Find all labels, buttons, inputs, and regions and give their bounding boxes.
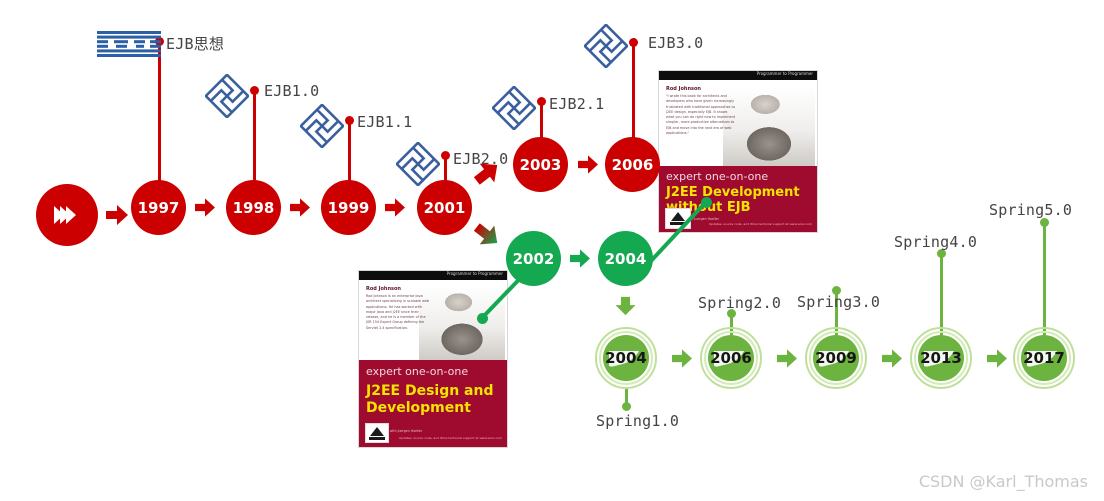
label-spring2-0: Spring2.0 — [698, 294, 782, 312]
book-photo-area: Rod Johnson Rod Johnson is an enterprise… — [359, 280, 507, 360]
connector-endpoint-dot — [477, 313, 488, 324]
node-1999-year: 1999 — [327, 198, 370, 217]
double-chevron-icon — [54, 206, 76, 224]
arrow-2004-to-spring-timeline — [615, 296, 636, 316]
book-subtitle: A Rod Johnson with Juergen Hoeller — [366, 429, 423, 433]
node-1998: 1998 — [226, 180, 281, 235]
spring-node-2013-year: 2013 — [920, 349, 962, 367]
spring-node-2004-year: 2004 — [605, 349, 647, 367]
start-marker — [36, 184, 98, 246]
label-ejb2-0: EJB2.0 — [453, 150, 509, 168]
sun-logo — [394, 140, 442, 188]
book-footer: Updates, source code, and Wrox technical… — [708, 222, 812, 226]
node-2001: 2001 — [417, 180, 472, 235]
book-header-text: Programmer to Programmer — [756, 71, 813, 76]
label-spring1-0: Spring1.0 — [596, 412, 680, 430]
csdn-watermark: CSDN @Karl_Thomas — [918, 472, 1088, 491]
ibm-logo — [97, 31, 161, 57]
label-ejb-concept: EJB思想 — [166, 35, 225, 53]
sun-logo — [203, 72, 251, 120]
node-2004-origin: 2004 — [598, 231, 653, 286]
node-2003-year: 2003 — [519, 155, 562, 174]
book-cover-j2ee-development-without-ejb: Programmer to Programmer Rod Johnson "I … — [658, 70, 818, 233]
spring-node-2004: 2004 — [595, 327, 657, 389]
label-spring4-0: Spring4.0 — [894, 233, 978, 251]
sun-logo — [298, 102, 346, 150]
node-2003: 2003 — [513, 137, 568, 192]
node-2002-year: 2002 — [512, 249, 555, 268]
book-cover-j2ee-design-and-development: Programmer to Programmer Rod Johnson Rod… — [358, 270, 508, 448]
arrow-1998-to-1999 — [290, 198, 310, 217]
book-author: Rod Johnson — [366, 286, 401, 292]
arrow-spring-2004-to-2006 — [672, 349, 692, 368]
label-spring5-0: Spring5.0 — [989, 201, 1073, 219]
book-author: Rod Johnson — [666, 86, 701, 92]
book-blurb: Rod Johnson is an enterprise Java archit… — [366, 294, 430, 330]
node-2002: 2002 — [506, 231, 561, 286]
node-2001-year: 2001 — [423, 198, 466, 217]
node-1997: 1997 — [131, 180, 186, 235]
book-header-text: Programmer to Programmer — [446, 271, 503, 276]
label-spring3-0: Spring3.0 — [797, 293, 881, 311]
arrow-spring-2013-to-2017 — [987, 349, 1007, 368]
book-blurb: "I wrote this book for architects and de… — [666, 94, 736, 135]
book-title: J2EE Design and Development — [366, 383, 494, 416]
arrow-2002-to-2004 — [570, 249, 590, 268]
node-1999: 1999 — [321, 180, 376, 235]
spring-node-2017-year: 2017 — [1023, 349, 1065, 367]
arrow-spring-2006-to-2009 — [777, 349, 797, 368]
arrow-2001-to-2003 — [473, 160, 500, 186]
wrox-triangle-icon — [370, 426, 384, 436]
wrox-logo — [365, 423, 389, 443]
arrow-spring-2009-to-2013 — [882, 349, 902, 368]
sun-logo — [490, 84, 538, 132]
wrox-bar-icon — [369, 436, 385, 440]
node-2004-origin-year: 2004 — [604, 249, 647, 268]
author-portrait — [723, 86, 815, 166]
label-ejb1-1: EJB1.1 — [357, 113, 413, 131]
book-photo-area: Rod Johnson "I wrote this book for archi… — [659, 80, 817, 166]
arrow-start-to-1997 — [106, 205, 128, 225]
author-portrait — [419, 286, 505, 360]
sun-logo — [582, 22, 630, 70]
node-1998-year: 1998 — [232, 198, 275, 217]
spring-node-2009-year: 2009 — [815, 349, 857, 367]
arrow-1999-to-2001 — [385, 198, 405, 217]
book-header-band: Programmer to Programmer — [659, 71, 817, 80]
spring-node-2017: 2017 — [1013, 327, 1075, 389]
spring-node-2006-year: 2006 — [710, 349, 752, 367]
label-ejb2-1: EJB2.1 — [549, 95, 605, 113]
connector-endpoint-dot — [701, 197, 712, 208]
connector-2004-to-without-ejb-book — [640, 190, 720, 270]
label-ejb3-0: EJB3.0 — [648, 34, 704, 52]
arrow-1997-to-1998 — [195, 198, 215, 217]
book-header-band: Programmer to Programmer — [359, 271, 507, 280]
arrow-2001-to-2002 — [473, 222, 500, 248]
book-expert-line: expert one-on-one — [666, 170, 769, 183]
node-2006: 2006 — [605, 137, 660, 192]
book-footer: Updates, source code, and Wrox technical… — [398, 436, 502, 440]
book-expert-line: expert one-on-one — [366, 365, 469, 378]
arrow-2003-to-2006 — [578, 155, 598, 174]
wrox-triangle-icon — [671, 212, 685, 221]
label-ejb1-0: EJB1.0 — [264, 82, 320, 100]
node-2006-year: 2006 — [611, 155, 654, 174]
spring-node-2013: 2013 — [910, 327, 972, 389]
wrox-bar-icon — [670, 222, 686, 225]
spring-node-2009: 2009 — [805, 327, 867, 389]
node-1997-year: 1997 — [137, 198, 180, 217]
spring-node-2006: 2006 — [700, 327, 762, 389]
